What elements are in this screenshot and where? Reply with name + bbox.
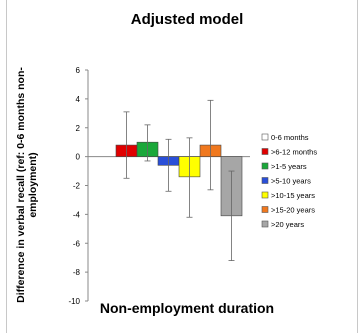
y-tick-label: -8 [73, 268, 81, 277]
legend-label: >6-12 months [271, 148, 317, 157]
y-tick-label: 6 [76, 66, 81, 75]
legend-label: >1-5 years [271, 162, 307, 171]
y-tick-label: 0 [76, 153, 81, 162]
legend-swatch [261, 191, 269, 199]
legend-swatch [261, 177, 269, 184]
plot-area: -10 -8 -6 -4 -2 0 2 4 6 [68, 66, 250, 306]
y-tick-label: -2 [73, 182, 81, 191]
legend-label: >15-20 years [271, 206, 315, 215]
y-tick-label: -4 [73, 210, 81, 219]
y-axis-label-line-2: employment) [27, 152, 39, 217]
legend-label: >10-15 years [271, 191, 315, 200]
legend: 0-6 months >6-12 months >1-5 years >5-10 ye… [261, 133, 317, 229]
x-axis-label: Non-employment duration [100, 300, 274, 316]
frame-border-right [357, 0, 358, 333]
legend-swatch [261, 162, 269, 170]
chart-title: Adjusted model [131, 11, 244, 28]
legend-label: >20 years [271, 220, 304, 229]
legend-label: >5-10 years [271, 177, 311, 186]
y-tick-label: 2 [76, 124, 81, 133]
y-axis-label: Difference in verbal recall (ref: 0-6 mo… [15, 67, 39, 303]
y-tick-label: 4 [76, 95, 81, 104]
legend-swatch [261, 206, 269, 213]
y-axis-label-line-1: Difference in verbal recall (ref: 0-6 mo… [15, 67, 27, 303]
legend-label: 0-6 months [271, 133, 309, 142]
y-tick-label: -6 [73, 239, 81, 248]
y-tick-label: -10 [68, 297, 80, 306]
legend-swatch [261, 133, 269, 141]
legend-swatch [261, 220, 269, 228]
legend-swatch [261, 148, 269, 155]
frame-border-left [6, 0, 7, 333]
